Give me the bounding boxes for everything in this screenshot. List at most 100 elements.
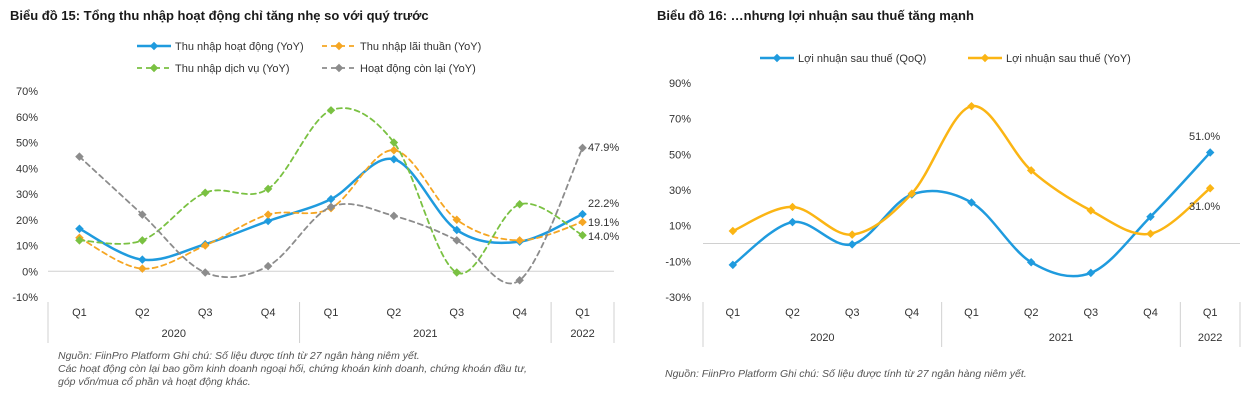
data-label: 22.2% (588, 198, 619, 210)
data-point (452, 268, 462, 277)
data-point (452, 236, 462, 245)
legend-marker (980, 53, 990, 63)
year-label: 2022 (1198, 332, 1222, 344)
legend-label: Lợi nhuận sau thuế (QoQ) (798, 53, 926, 65)
data-point (138, 210, 147, 219)
y-tick-label: 40% (16, 163, 38, 175)
data-point (200, 241, 210, 250)
year-label: 2021 (413, 328, 437, 340)
data-point (200, 188, 210, 197)
series-line (731, 104, 1212, 236)
data-point (578, 217, 587, 227)
y-tick-label: -30% (665, 292, 691, 304)
data-point (389, 154, 399, 164)
x-tick-label: Q2 (387, 307, 402, 319)
data-point (75, 224, 84, 234)
y-tick-label: 50% (669, 149, 691, 161)
note-line-2: Các hoạt động còn lại bao gồm kinh doanh… (58, 363, 527, 375)
series-line (78, 107, 584, 275)
data-point (452, 225, 462, 235)
data-point (1205, 148, 1215, 157)
data-point (138, 255, 147, 264)
year-label: 2020 (810, 332, 834, 344)
data-point (263, 210, 273, 219)
chart-16-plot: 90% 70% 50% 30% 10% -10% -30% Q1 Q2 Q3 Q4 Q1 Q2 Q3 Q4 Q… (665, 53, 1241, 347)
chart-15-source-note: Nguồn: FiinPro Platform Ghi chú: Số liệu… (58, 350, 527, 389)
series-line (731, 151, 1212, 278)
x-tick-label: Q1 (324, 307, 339, 319)
data-point (578, 230, 587, 240)
x-tick-label: Q3 (198, 307, 213, 319)
data-point (75, 152, 84, 161)
x-tick-label: Q2 (785, 307, 800, 319)
data-point (515, 276, 524, 285)
data-point (389, 211, 399, 221)
y-tick-label: 10% (669, 221, 691, 233)
data-label: 31.0% (1189, 201, 1220, 213)
data-point (389, 145, 399, 155)
data-point (515, 236, 524, 245)
x-tick-label: Q2 (1024, 307, 1039, 319)
y-tick-label: 70% (669, 114, 691, 126)
data-point (75, 236, 84, 245)
series-line (78, 149, 584, 270)
y-tick-label: 0% (22, 266, 38, 278)
x-tick-label: Q1 (1203, 307, 1218, 319)
data-point (200, 268, 210, 277)
chart-16-title: Biểu đồ 16: …nhưng lợi nhuận sau thuế tă… (657, 8, 974, 23)
data-point (1146, 229, 1155, 238)
data-point (788, 217, 797, 227)
x-tick-label: Q3 (449, 307, 464, 319)
y-tick-label: 90% (669, 78, 691, 90)
x-tick-label: Q2 (135, 307, 150, 319)
data-label: 19.1% (588, 217, 619, 229)
series-line (78, 157, 584, 262)
data-point (1205, 183, 1215, 193)
y-tick-label: -10% (12, 292, 38, 304)
data-point (1086, 268, 1096, 278)
x-tick-label: Q4 (261, 307, 276, 319)
x-tick-label: Q1 (964, 307, 979, 319)
data-point (578, 143, 587, 153)
y-tick-label: 70% (16, 86, 38, 98)
y-tick-label: 60% (16, 112, 38, 124)
legend-label: Hoạt động còn lại (YoY) (360, 63, 476, 75)
x-tick-label: Q4 (1143, 307, 1158, 319)
y-tick-label: -10% (665, 256, 691, 268)
data-point (263, 261, 273, 271)
year-label: 2022 (570, 328, 594, 340)
x-tick-label: Q4 (904, 307, 919, 319)
data-point (728, 226, 738, 236)
x-tick-label: Q1 (725, 307, 740, 319)
legend-label: Thu nhập dịch vụ (YoY) (175, 63, 290, 75)
data-point (788, 202, 797, 212)
y-tick-label: 50% (16, 138, 38, 150)
year-label: 2020 (162, 328, 186, 340)
x-tick-label: Q1 (575, 307, 590, 319)
data-point (138, 264, 147, 273)
legend-marker (772, 53, 782, 63)
legend-marker (334, 63, 344, 73)
legend-label: Thu nhập hoạt động (YoY) (175, 41, 304, 53)
note-line-1: Nguồn: FiinPro Platform Ghi chú: Số liệu… (58, 350, 420, 362)
data-point (326, 202, 336, 212)
chart-16-source-note: Nguồn: FiinPro Platform Ghi chú: Số liệu… (665, 368, 1027, 380)
data-point (326, 194, 336, 204)
chart-15-title: Biểu đồ 15: Tổng thu nhập hoạt động chỉ … (10, 8, 429, 23)
data-point (452, 215, 462, 224)
x-tick-label: Q3 (845, 307, 860, 319)
series-line (78, 147, 584, 285)
data-label: 47.9% (588, 142, 619, 154)
legend-marker (149, 63, 159, 73)
legend-label: Thu nhập lãi thuần (YoY) (360, 41, 481, 53)
data-point (263, 184, 273, 194)
x-tick-label: Q4 (512, 307, 527, 319)
x-tick-label: Q1 (72, 307, 87, 319)
y-tick-label: 20% (16, 215, 38, 227)
data-point (967, 101, 976, 111)
note-line-3: góp vốn/mua cổ phần và hoạt động khác. (58, 376, 251, 388)
data-point (907, 189, 917, 198)
data-point (578, 209, 587, 219)
data-point (847, 230, 857, 239)
data-label: 51.0% (1189, 131, 1220, 143)
